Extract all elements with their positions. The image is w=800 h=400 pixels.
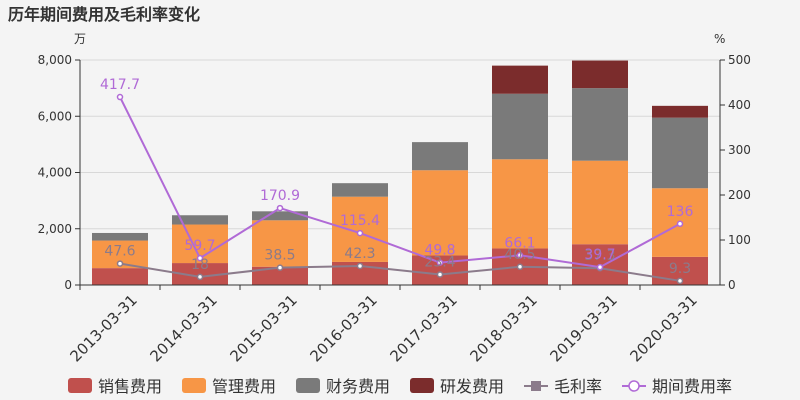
bar <box>572 60 628 89</box>
data-label: 38.5 <box>264 248 295 264</box>
x-tick-label: 2014-03-31 <box>146 291 220 365</box>
series-point <box>356 229 364 237</box>
legend-swatch <box>182 378 206 393</box>
legend-label: 财务费用 <box>326 377 390 396</box>
series-point <box>436 259 444 266</box>
x-tick-label: 2017-03-31 <box>386 291 460 365</box>
bar <box>572 88 628 161</box>
right-tick-label: 0 <box>728 278 736 292</box>
bar <box>172 215 228 225</box>
bar <box>252 266 308 285</box>
right-tick-label: 100 <box>728 233 751 247</box>
legend-swatch <box>68 378 92 393</box>
data-labels: 47.6 18 38.5 42.3 23.4 40.5 37.3 9.3 417.7 59.7 17… <box>100 77 693 277</box>
series-point <box>116 93 124 101</box>
x-tick-label: 2016-03-31 <box>306 291 380 365</box>
legend-swatch <box>410 378 434 393</box>
series-point <box>196 254 204 262</box>
data-label: 37.3 <box>584 248 615 264</box>
data-label: 39.7 <box>584 247 615 263</box>
series-point <box>276 204 284 212</box>
series-line <box>119 262 681 282</box>
legend-label: 期间费用率 <box>652 377 732 396</box>
bar <box>332 196 388 262</box>
data-label: 417.7 <box>100 77 140 93</box>
legend-marker <box>531 381 541 391</box>
legend-label: 毛利率 <box>554 377 602 396</box>
left-tick-label: 0 <box>64 278 72 292</box>
bar <box>252 220 308 267</box>
left-tick-label: 2,000 <box>38 222 72 236</box>
x-tick-label: 2015-03-31 <box>226 291 300 365</box>
series-point <box>276 264 284 271</box>
series-point <box>516 263 524 271</box>
bar <box>92 268 148 285</box>
data-label: 59.7 <box>184 238 215 254</box>
series-point <box>196 273 204 281</box>
legend-label: 研发费用 <box>440 377 504 396</box>
bar <box>652 105 708 118</box>
bar <box>652 117 708 189</box>
bar <box>332 183 388 197</box>
data-label: 66.1 <box>504 235 535 251</box>
data-label: 170.9 <box>260 188 300 204</box>
data-label: 115.4 <box>340 213 380 229</box>
right-tick-label: 200 <box>728 188 751 202</box>
bar <box>412 170 468 256</box>
right-tick-label: 400 <box>728 98 751 112</box>
bar <box>492 65 548 94</box>
data-label: 40.5 <box>504 247 535 263</box>
series-point <box>596 263 604 271</box>
bar <box>412 142 468 171</box>
bar <box>492 93 548 160</box>
data-label: 47.6 <box>104 244 135 260</box>
left-tick-label: 6,000 <box>38 109 72 123</box>
right-axis-unit: % <box>714 32 725 46</box>
data-label: 18 <box>191 257 209 273</box>
data-label: 42.3 <box>344 246 375 262</box>
legend-label: 销售费用 <box>98 377 162 396</box>
data-label: 136 <box>667 204 694 220</box>
data-label: 49.8 <box>424 243 455 259</box>
legend-marker <box>628 380 640 392</box>
series-point <box>356 262 364 270</box>
left-axis-unit: 万 <box>74 32 86 46</box>
series-point <box>676 220 684 228</box>
series-point <box>116 260 124 267</box>
series-point <box>516 252 524 259</box>
bar <box>252 211 308 221</box>
left-tick-label: 4,000 <box>38 166 72 180</box>
x-tick-label: 2018-03-31 <box>466 291 540 365</box>
legend-swatch <box>296 378 320 393</box>
axes: 0 2,000 4,000 6,000 8,000 0 100 200 300 400 500 201… <box>38 53 751 365</box>
legend: 销售费用 管理费用 财务费用 研发费用 毛利率 期间费用率 <box>68 377 732 396</box>
data-label: 23.4 <box>424 254 455 270</box>
right-tick-label: 500 <box>728 53 751 67</box>
left-tick-label: 8,000 <box>38 53 72 67</box>
x-tick-label: 2019-03-31 <box>546 291 620 365</box>
data-label: 9.3 <box>669 261 691 277</box>
x-tick-label: 2020-03-31 <box>626 291 700 365</box>
series-line <box>119 96 681 269</box>
series-point <box>676 277 684 285</box>
chart-title: 历年期间费用及毛利率变化 <box>8 5 200 24</box>
right-tick-label: 300 <box>728 143 751 157</box>
x-tick-label: 2013-03-31 <box>66 291 140 365</box>
bar <box>572 160 628 245</box>
series-point <box>436 271 444 278</box>
bar <box>492 159 548 249</box>
bar <box>92 232 148 241</box>
legend-label: 管理费用 <box>212 377 276 396</box>
lines <box>116 93 684 285</box>
